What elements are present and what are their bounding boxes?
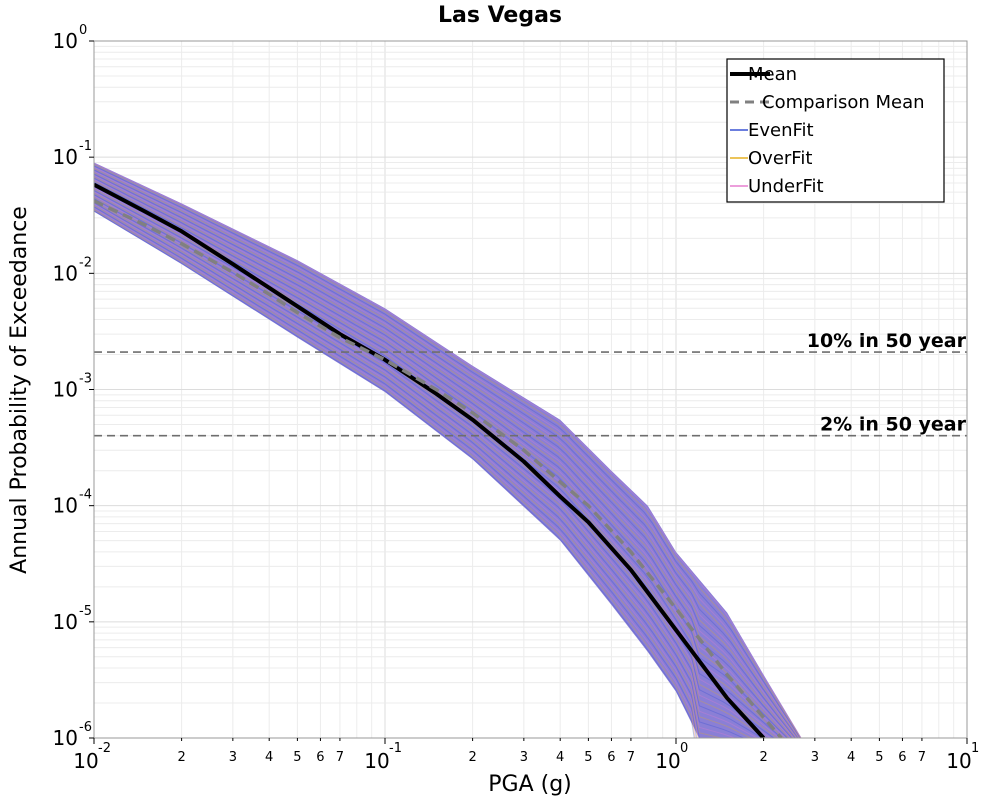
x-major-tick-exponent: -2 (98, 741, 111, 756)
y-major-tick-label: 10 (53, 378, 78, 402)
comparison-mean-line (94, 199, 783, 738)
x-minor-tick-label: 2 (468, 750, 476, 765)
y-major-tick-label: 10 (53, 726, 78, 750)
x-minor-tick-label: 5 (875, 750, 883, 765)
y-major-tick-label: 10 (53, 29, 78, 53)
x-major-tick-exponent: 1 (971, 741, 979, 756)
x-major-tick-exponent: 0 (680, 741, 688, 756)
overfit-line (94, 205, 698, 738)
overfit-line (94, 196, 753, 738)
y-major-tick-exponent: 0 (79, 23, 87, 38)
underfit-line (94, 166, 800, 738)
x-major-tick-label: 10 (946, 749, 971, 773)
y-major-tick-exponent: -6 (79, 720, 92, 735)
evenfit-line (94, 206, 698, 738)
underfit-line (94, 170, 798, 738)
evenfit-line (94, 198, 745, 738)
y-major-tick-exponent: -2 (79, 255, 92, 270)
x-minor-tick-label: 7 (918, 750, 926, 765)
y-major-tick-label: 10 (53, 145, 78, 169)
x-minor-tick-label: 4 (556, 750, 564, 765)
underfit-line (94, 183, 787, 738)
x-axis-label: PGA (g) (488, 772, 572, 797)
x-minor-tick-label: 3 (520, 750, 528, 765)
evenfit-line (94, 202, 702, 738)
x-minor-tick-label: 2 (177, 750, 185, 765)
series-layer (94, 182, 783, 738)
overfit-line (94, 176, 794, 738)
reference-lines: 10% in 50 year 2% in 50 year (94, 330, 967, 437)
x-minor-tick-label: 7 (627, 750, 635, 765)
x-minor-tick-label: 6 (316, 750, 324, 765)
x-minor-tick-label: 4 (847, 750, 855, 765)
legend-label: EvenFit (748, 120, 814, 141)
underfit-line (94, 174, 795, 738)
x-minor-tick-label: 6 (607, 750, 615, 765)
legend-box (726, 58, 945, 203)
evenfit-line (94, 177, 793, 738)
overfit-line (94, 172, 797, 738)
legend: Mean Comparison Mean EvenFit OverFit UnderFi… (726, 58, 945, 203)
fit-band (94, 162, 802, 738)
x-minor-tick-label: 7 (336, 750, 344, 765)
overfit-line (94, 209, 696, 738)
overfit-line (94, 164, 802, 738)
y-major-tick-label: 10 (53, 261, 78, 285)
y-major-tick-exponent: -3 (79, 372, 92, 387)
x-minor-tick-label: 4 (265, 750, 273, 765)
legend-label: Mean (748, 64, 797, 85)
chart-title: Las Vegas (438, 3, 562, 28)
mean-line (94, 182, 766, 738)
evenfit-line (94, 165, 801, 738)
evenfit-line (94, 210, 695, 738)
overfit-line (94, 200, 723, 738)
underfit-line (94, 162, 802, 738)
y-axis-label: Annual Probability of Exceedance (7, 206, 32, 574)
x-major-tick-label: 10 (655, 749, 680, 773)
overfit-line (94, 184, 785, 738)
underfit-line (94, 179, 792, 738)
x-minor-tick-label: 3 (229, 750, 237, 765)
evenfit-line (94, 169, 799, 738)
x-minor-tick-label: 6 (898, 750, 906, 765)
y-major-tick-exponent: -4 (79, 488, 92, 503)
x-major-tick-label: 10 (73, 749, 98, 773)
overfit-line (94, 168, 800, 738)
underfit-line (94, 207, 697, 738)
x-minor-tick-label: 5 (584, 750, 592, 765)
y-major-tick-label: 10 (53, 610, 78, 634)
legend-label: UnderFit (748, 176, 824, 197)
x-minor-tick-label: 2 (759, 750, 767, 765)
reference-line-label: 10% in 50 year (807, 330, 967, 352)
legend-label: Comparison Mean (762, 92, 925, 113)
y-major-tick-exponent: -5 (79, 604, 92, 619)
underfit-line (94, 203, 699, 738)
legend-label: OverFit (748, 148, 812, 169)
y-major-tick-label: 10 (53, 494, 78, 518)
x-major-tick-label: 10 (364, 749, 389, 773)
underfit-line (94, 199, 736, 738)
y-major-tick-exponent: -1 (79, 139, 92, 154)
x-minor-tick-label: 5 (293, 750, 301, 765)
x-major-tick-exponent: -1 (389, 741, 402, 756)
reference-line-label: 2% in 50 year (820, 414, 967, 436)
x-minor-tick-label: 3 (811, 750, 819, 765)
evenfit-line (94, 173, 796, 738)
evenfit-line (94, 181, 789, 738)
